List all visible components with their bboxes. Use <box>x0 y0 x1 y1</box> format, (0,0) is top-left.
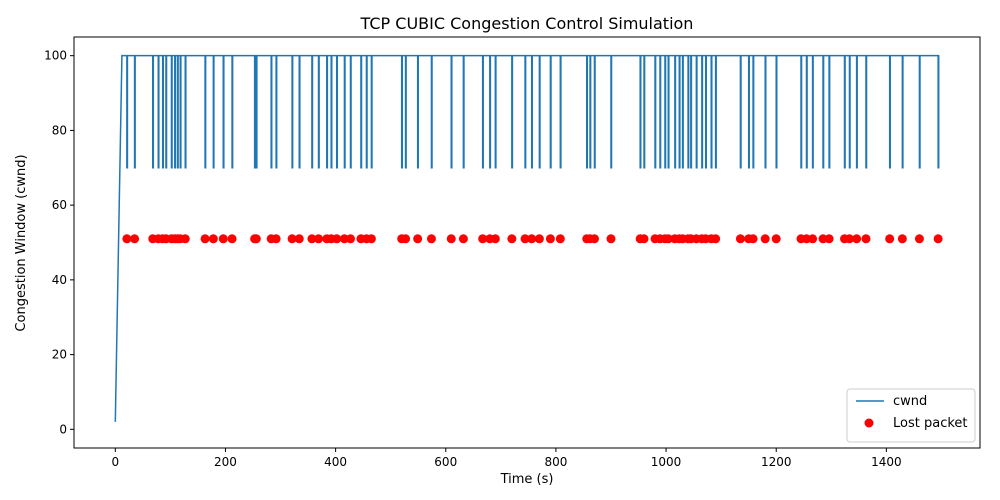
x-tick-label: 800 <box>544 455 567 469</box>
y-axis-label: Congestion Window (cwnd) <box>14 154 29 331</box>
lost-packet-point <box>251 234 261 244</box>
y-tick-label: 0 <box>59 422 67 436</box>
lost-packet-point <box>208 234 218 244</box>
legend: cwnd Lost packet <box>846 388 976 443</box>
lost-packet-point <box>287 234 297 244</box>
lost-packet-point <box>771 234 781 244</box>
lost-packet-point <box>314 234 324 244</box>
lost-packet-point <box>844 234 854 244</box>
legend-box <box>846 388 976 443</box>
lost-packet-point <box>332 234 342 244</box>
x-tick-label: 400 <box>324 455 347 469</box>
lost-packet-point <box>748 234 758 244</box>
lost-packet-point <box>426 234 436 244</box>
y-tick-label: 20 <box>52 348 67 362</box>
y-tick-label: 100 <box>44 49 67 63</box>
lost-packet-point <box>808 234 818 244</box>
lost-packet-point <box>545 234 555 244</box>
lost-packet-point <box>861 234 871 244</box>
lost-packet-point <box>606 234 616 244</box>
x-tick-label: 600 <box>434 455 457 469</box>
lost-packet-point <box>227 234 237 244</box>
lost-packet-point <box>413 234 423 244</box>
lost-packet-point <box>200 234 210 244</box>
series-layer <box>114 54 943 422</box>
lost-packet-point <box>218 234 228 244</box>
lost-packet-point <box>180 234 190 244</box>
lost-packet-point <box>885 234 895 244</box>
lost-packet-point <box>307 234 317 244</box>
lost-packet-point <box>401 234 411 244</box>
lost-packet-point <box>345 234 355 244</box>
lost-packet-point <box>663 234 673 244</box>
lost-packet-point <box>555 234 565 244</box>
lost-packet-point <box>735 234 745 244</box>
y-axis: 0 20 40 60 80 100 <box>44 49 74 436</box>
lost-packet-point <box>897 234 907 244</box>
legend-lost-label: Lost packet <box>893 416 968 431</box>
y-tick-label: 60 <box>52 198 67 212</box>
legend-lost-swatch <box>864 418 874 428</box>
lost-packet-point <box>122 234 132 244</box>
lost-packet-point <box>294 234 304 244</box>
y-tick-label: 40 <box>52 273 67 287</box>
lost-packet-point <box>760 234 770 244</box>
lost-packet-point <box>446 234 456 244</box>
lost-packet-point <box>933 234 943 244</box>
lost-packet-point <box>527 234 537 244</box>
x-axis: 0 200 400 600 800 1000 1200 1400 <box>111 448 902 469</box>
x-tick-label: 0 <box>111 455 119 469</box>
x-tick-label: 1400 <box>871 455 902 469</box>
x-tick-label: 200 <box>214 455 237 469</box>
lost-packet-point <box>130 234 140 244</box>
lost-packet-point <box>271 234 281 244</box>
x-axis-label: Time (s) <box>500 472 554 487</box>
lost-packet-point <box>534 234 544 244</box>
lost-packet-point <box>458 234 468 244</box>
chart-title: TCP CUBIC Congestion Control Simulation <box>360 14 694 33</box>
y-tick-label: 80 <box>52 123 67 137</box>
lost-packet-point <box>490 234 500 244</box>
lost-packet-point <box>478 234 488 244</box>
lost-packet-point <box>589 234 599 244</box>
lost-packet-point <box>639 234 649 244</box>
lost-packet-point <box>914 234 924 244</box>
x-tick-label: 1200 <box>761 455 792 469</box>
lost-packet-point <box>711 234 721 244</box>
lost-packet-point <box>366 234 376 244</box>
cwnd-line <box>114 54 940 422</box>
lost-packet-point <box>824 234 834 244</box>
lost-packet-point <box>520 234 530 244</box>
lost-packet-point <box>507 234 517 244</box>
x-tick-label: 1000 <box>651 455 682 469</box>
lost-packet-point <box>852 234 862 244</box>
legend-cwnd-label: cwnd <box>893 394 927 409</box>
